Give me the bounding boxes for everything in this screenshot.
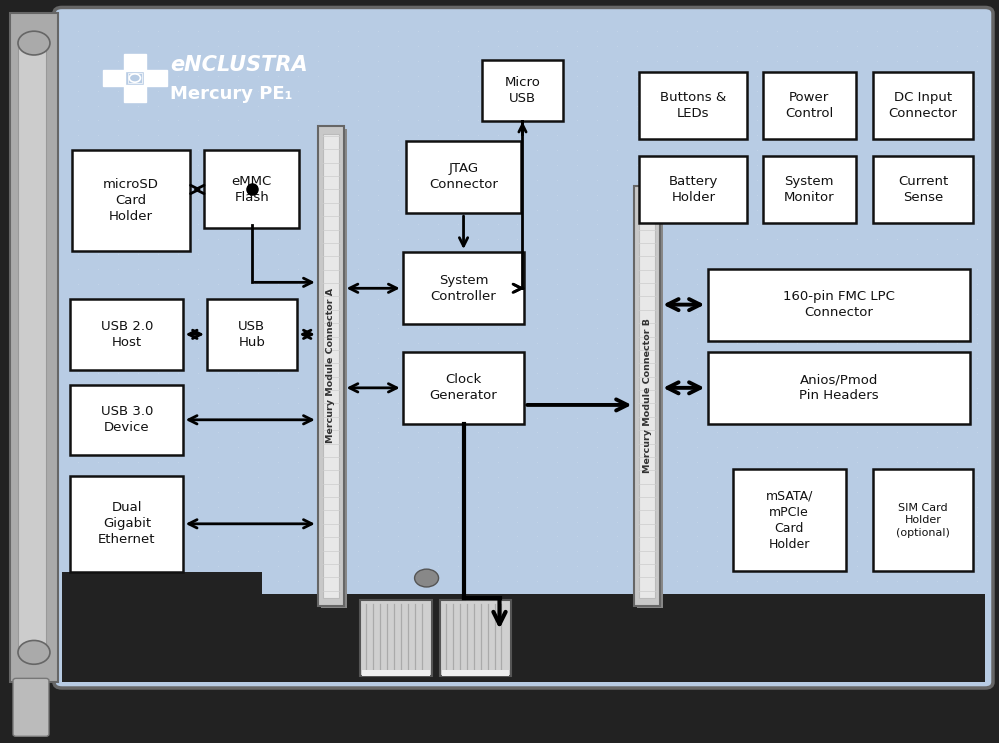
FancyBboxPatch shape [54,7,993,688]
FancyBboxPatch shape [13,678,49,736]
Circle shape [18,31,50,55]
Bar [637,188,663,608]
Bar [639,72,747,139]
Bar [482,60,563,121]
Bar [318,126,344,606]
Text: Battery
Holder: Battery Holder [668,175,718,204]
Bar [634,186,660,606]
Text: Mercury Module Connector B: Mercury Module Connector B [642,318,652,473]
Text: Power
Control: Power Control [785,91,833,120]
Bar [62,594,985,682]
Bar [62,572,262,682]
Bar [708,269,970,340]
Text: Dual
Gigabit
Ethernet: Dual Gigabit Ethernet [98,502,156,546]
Bar [639,193,655,598]
Text: eMMC
Flash: eMMC Flash [232,175,272,204]
Bar [403,352,524,424]
Bar [708,352,970,424]
Bar [70,476,184,572]
Text: USB 2.0
Host: USB 2.0 Host [101,319,153,349]
Bar [362,670,430,676]
Bar [733,469,845,571]
Bar [403,253,524,324]
Text: Buttons &
LEDs: Buttons & LEDs [660,91,726,120]
Text: Mercury Module Connector A: Mercury Module Connector A [326,288,336,444]
Circle shape [415,569,439,587]
Bar [442,670,509,676]
Bar [321,129,347,608]
Text: mSATA/
mPCIe
Card
Holder: mSATA/ mPCIe Card Holder [765,490,813,551]
Text: Current
Sense: Current Sense [898,175,948,204]
Bar [207,299,297,369]
Text: microSD
Card
Holder: microSD Card Holder [103,178,159,223]
Bar [360,600,432,676]
Bar [10,13,58,682]
Text: USB
Hub: USB Hub [238,319,266,349]
Bar [654,594,985,682]
Circle shape [18,640,50,664]
Text: System
Controller: System Controller [431,273,497,303]
Text: eNCLUSTRA: eNCLUSTRA [170,55,308,74]
Text: Clock
Generator: Clock Generator [430,373,498,403]
Text: Micro
USB: Micro USB [504,76,540,106]
Text: 160-pin FMC LPC
Connector: 160-pin FMC LPC Connector [783,290,895,319]
Bar [72,150,190,251]
Bar [639,156,747,223]
Text: Anios/Pmod
Pin Headers: Anios/Pmod Pin Headers [799,373,879,403]
Bar [873,72,973,139]
Text: JTAG
Connector: JTAG Connector [430,162,498,192]
Bar [440,600,511,676]
Bar [763,156,855,223]
Bar [18,43,46,652]
Text: SIM Card
Holder
(optional): SIM Card Holder (optional) [896,503,950,537]
Bar [205,150,300,229]
Text: DC Input
Connector: DC Input Connector [889,91,957,120]
Text: USB 3.0
Device: USB 3.0 Device [101,405,153,435]
Bar [763,72,855,139]
Text: System
Monitor: System Monitor [784,175,834,204]
Bar [323,134,339,598]
Bar [873,156,973,223]
Text: Mercury PE₁: Mercury PE₁ [170,85,293,103]
Bar [70,384,184,455]
Bar [406,141,521,212]
Bar [70,299,184,369]
Bar [873,469,973,571]
